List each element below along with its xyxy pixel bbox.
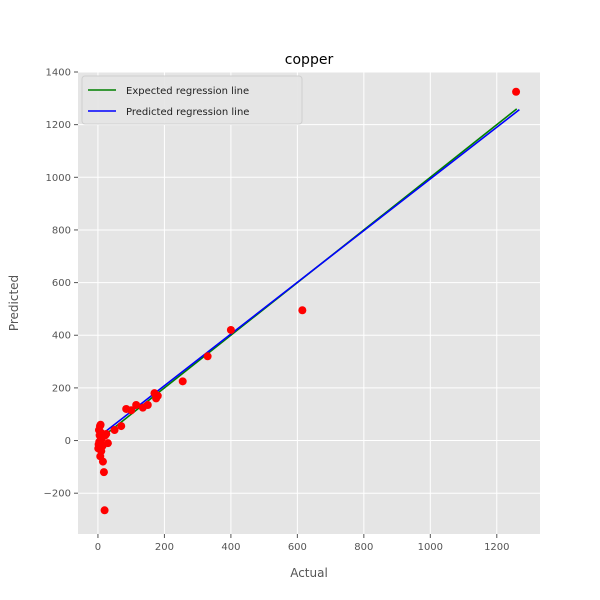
x-tick-label: 1000 [418, 542, 443, 553]
data-point [143, 401, 152, 410]
data-point [110, 426, 119, 435]
data-point [117, 422, 126, 431]
grid [78, 71, 540, 534]
data-point [203, 352, 212, 361]
data-point [298, 306, 307, 315]
data-point [100, 506, 109, 515]
data-point [132, 401, 141, 410]
data-point [512, 87, 521, 96]
regression-lines [97, 108, 520, 442]
legend-box [81, 75, 303, 125]
legend-label-expected: Expected regression line [126, 86, 249, 97]
legend-label-predicted: Predicted regression line [126, 107, 249, 118]
y-tick-label: 400 [52, 331, 71, 342]
data-point [98, 457, 107, 466]
x-axis-label: Actual [290, 566, 328, 580]
chart-title: copper [285, 52, 334, 68]
x-tick-label: 0 [95, 542, 101, 553]
y-tick-label: 600 [52, 278, 71, 289]
x-tick-label: 1200 [484, 542, 509, 553]
x-tick-label: 400 [221, 542, 240, 553]
plot-background [78, 72, 540, 534]
y-axis-label: Predicted [7, 275, 21, 331]
x-tick-label: 800 [354, 542, 373, 553]
scatter-points [94, 87, 521, 515]
data-point [99, 468, 108, 477]
predicted-regression-line [97, 109, 520, 439]
y-tick-label: 1400 [46, 68, 71, 79]
y-tick-label: 800 [52, 225, 71, 236]
ticks: 0 200 400 600 800 1000 1200 −200 0 200 400 600 800 10… [44, 68, 510, 554]
y-tick-label: −200 [44, 489, 71, 500]
y-tick-label: 200 [52, 383, 71, 394]
x-tick-label: 200 [155, 542, 174, 553]
y-tick-label: 0 [65, 436, 71, 447]
data-point [127, 406, 136, 415]
y-tick-label: 1000 [46, 173, 71, 184]
data-point [153, 391, 162, 400]
data-point [103, 439, 112, 448]
data-point [226, 325, 235, 334]
data-point [96, 420, 105, 429]
legend: Expected regression line Predicted regre… [81, 75, 303, 125]
data-point [178, 377, 187, 386]
x-tick-label: 600 [288, 542, 307, 553]
data-point [102, 429, 111, 438]
y-tick-label: 1200 [46, 120, 71, 131]
